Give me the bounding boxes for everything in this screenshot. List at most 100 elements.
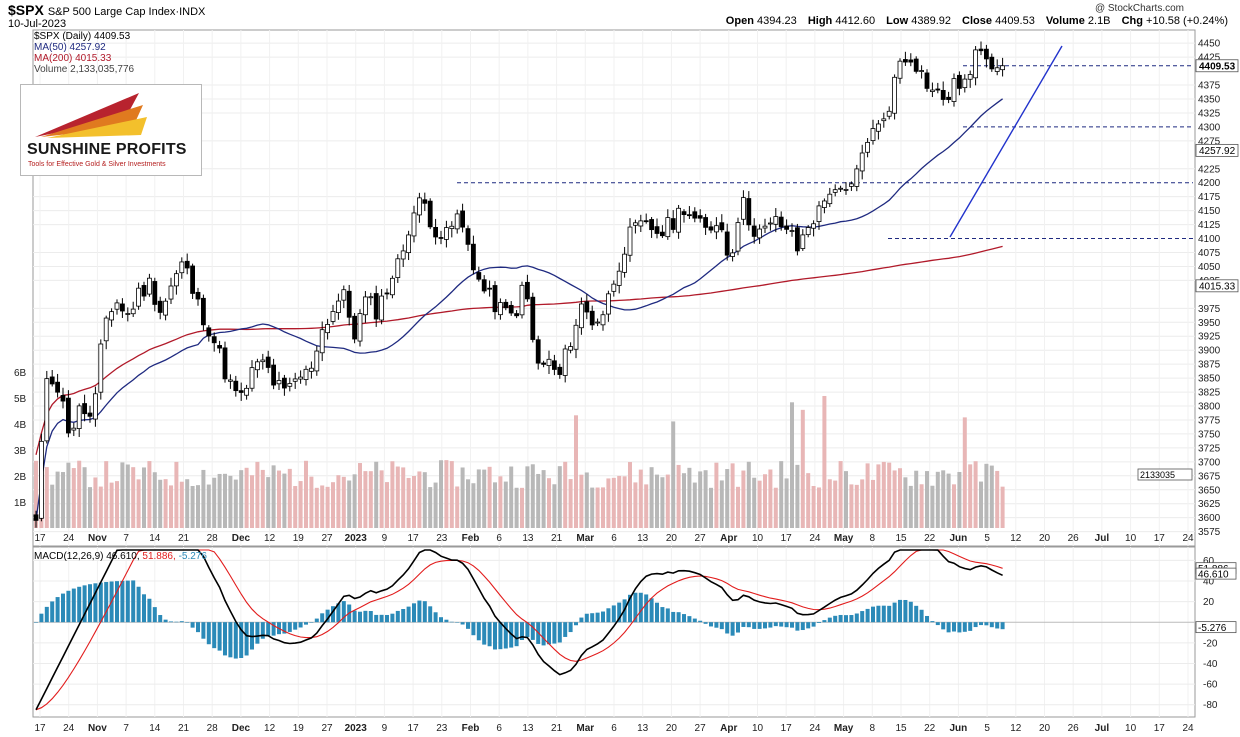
volume-bar (482, 469, 487, 528)
x-tick-label: 12 (1010, 533, 1022, 544)
copyright: @ StockCharts.com (1094, 3, 1184, 14)
candle-body (870, 128, 876, 141)
price-tick-label: 3975 (1198, 304, 1221, 315)
x-tick-label: 24 (1182, 723, 1194, 734)
volume-bar (725, 469, 730, 528)
volume-bar (541, 470, 546, 528)
candle-body (60, 395, 66, 402)
macd-histogram-bar (768, 622, 773, 628)
volume-bar (379, 470, 384, 528)
candle-body (638, 220, 644, 227)
macd-histogram-bar (730, 622, 735, 636)
volume-bar (838, 461, 843, 528)
volume-bar (563, 461, 568, 528)
volume-bar (82, 467, 87, 528)
volume-bar (314, 487, 319, 528)
candle-body (411, 212, 417, 237)
x-tick-label: Dec (232, 533, 251, 544)
volume-bar (849, 484, 854, 528)
volume-bar (752, 477, 757, 528)
macd-histogram-bar (352, 610, 357, 623)
candle-body (919, 70, 924, 72)
macd-histogram-bar (606, 608, 611, 623)
x-tick-label: 6 (611, 723, 617, 734)
candle-body (314, 350, 320, 372)
x-tick-label: 22 (924, 723, 936, 734)
macd-histogram-bar (1000, 622, 1005, 630)
candle-body (735, 222, 741, 252)
price-tick-label: 3900 (1198, 346, 1221, 357)
price-tick-label: 3850 (1198, 374, 1221, 385)
x-tick-label: 17 (781, 723, 793, 734)
candle-body (535, 339, 541, 364)
candle-body (114, 302, 120, 310)
macd-histogram-bar (476, 622, 481, 641)
volume-bar (617, 475, 622, 528)
signal-value: 51.886, (142, 551, 176, 562)
macd-histogram-bar (574, 622, 578, 626)
x-tick-label: Apr (720, 533, 737, 544)
macd-histogram-bar (568, 622, 573, 633)
macd-histogram-bar (293, 622, 298, 630)
volume-bar (266, 477, 271, 528)
macd-histogram-bar (320, 613, 325, 623)
macd-histogram-bar (385, 614, 389, 623)
ma50-line (35, 98, 1003, 521)
change-value: +10.58 (+0.24%) (1146, 15, 1228, 27)
macd-histogram-bar (260, 622, 265, 639)
volume-bar (34, 460, 38, 528)
macd-histogram-bar (498, 622, 503, 650)
macd-histogram-bar (682, 614, 686, 623)
candle-body (546, 358, 552, 366)
x-tick-label: 19 (293, 533, 305, 544)
candle-body (600, 314, 606, 326)
macd-histogram-bar (158, 615, 163, 623)
candle-body (622, 253, 627, 273)
candle-body (519, 284, 525, 316)
x-tick-label: May (834, 723, 854, 734)
volume-bar (374, 461, 379, 528)
candle-body (449, 225, 455, 229)
volume-bar (163, 479, 168, 528)
candle-body (643, 220, 649, 223)
macd-histogram-bar (282, 622, 287, 634)
candle-body (379, 295, 385, 321)
macd-histogram-bar (590, 613, 595, 623)
price-tag-label: 4257.92 (1199, 146, 1236, 157)
volume-bar (433, 482, 438, 528)
price-tick-label: 4425 (1198, 53, 1221, 64)
volume-bar (498, 476, 503, 528)
candle-body (800, 234, 806, 249)
x-tick-label: 7 (123, 723, 129, 734)
candle-body (233, 380, 239, 392)
candle-body (789, 230, 795, 232)
volume-bar (568, 479, 573, 528)
x-tick-label: 23 (436, 533, 448, 544)
volume-bar (282, 473, 287, 528)
candle-body (200, 297, 206, 326)
volume-bar (190, 486, 195, 528)
volume-bar (428, 487, 433, 528)
volume-bar (800, 409, 805, 528)
volume-bar (514, 487, 519, 528)
macd-histogram-bar (692, 618, 697, 623)
horizontal-levels (457, 65, 1193, 240)
macd-histogram-bar (617, 602, 622, 623)
macd-histogram-bar (395, 610, 400, 623)
candle-body (476, 272, 482, 280)
candle-body (557, 366, 563, 375)
macd-histogram-bar (460, 622, 465, 625)
macd-histogram-bar (736, 622, 740, 633)
x-tick-label: 22 (924, 533, 936, 544)
volume-bar (125, 464, 130, 528)
candle-body (357, 313, 363, 342)
price-tick-label: 3950 (1198, 318, 1221, 329)
volume-bar (930, 485, 935, 528)
macd-histogram-bar (779, 622, 784, 627)
volume-bar (185, 479, 190, 528)
x-tick-label: 28 (207, 723, 219, 734)
x-tick-label: 15 (895, 533, 907, 544)
volume-bar (158, 479, 163, 528)
macd-histogram-bar (363, 610, 368, 623)
